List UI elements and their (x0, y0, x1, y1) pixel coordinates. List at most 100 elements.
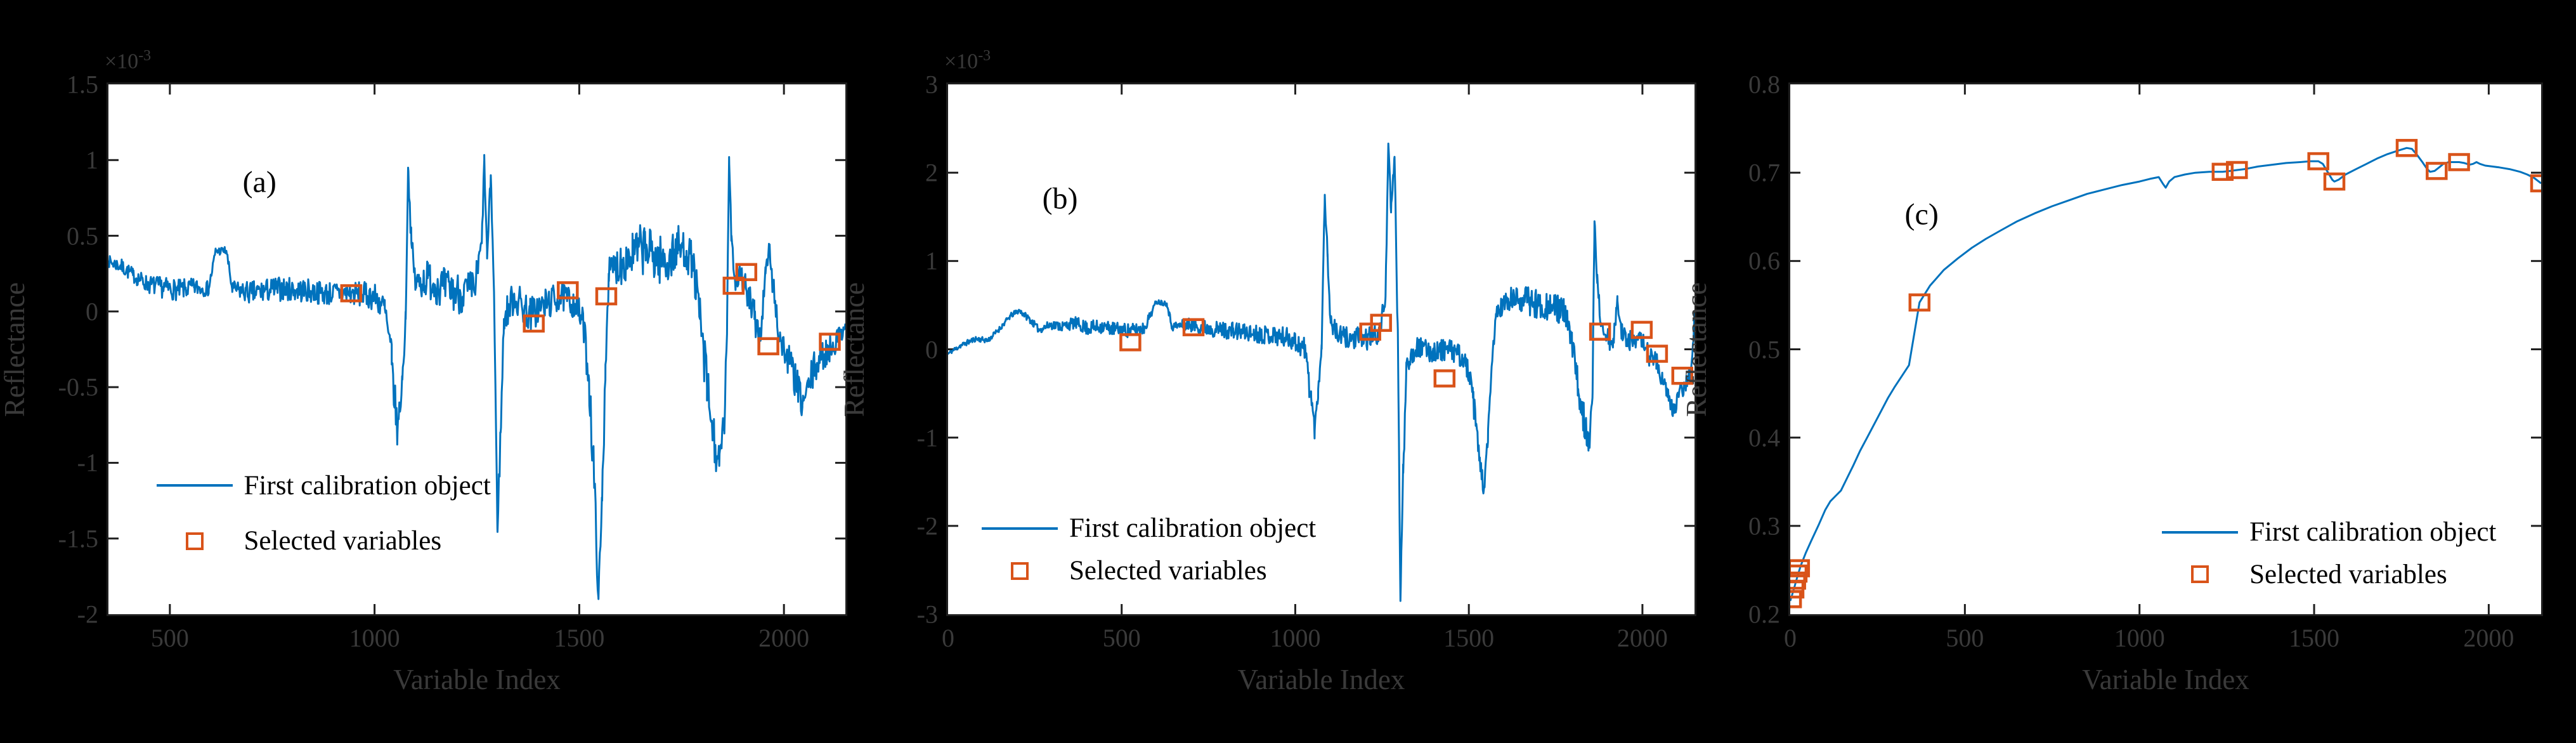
y-tick-label: 0.5 (67, 221, 98, 251)
x-tick-label: 1500 (1443, 624, 1495, 652)
selected-variable-marker (757, 337, 779, 355)
y-tick-label: 3 (925, 70, 938, 99)
square-marker-icon (1010, 562, 1029, 580)
y-tick-label: -2 (916, 511, 938, 541)
y-tick-label: 0 (86, 297, 98, 326)
legend-entry-marker: Selected variables (2162, 558, 2447, 591)
subplot-a-plot-area: ×10-3 Reflectance Variable Index (a) Fir… (0, 48, 847, 695)
x-tick-label: 500 (150, 624, 189, 652)
y-tick-label: -1 (77, 448, 98, 477)
x-axis-label: Variable Index (2082, 664, 2249, 695)
chart-svg-c (1790, 84, 2541, 614)
selected-variable-marker (2323, 172, 2346, 191)
selected-variable-marker (722, 277, 745, 295)
series-line-first-calibration-object (108, 154, 845, 600)
selected-variable-marker (1182, 318, 1205, 336)
selected-variable-marker (2307, 152, 2329, 171)
x-tick-label: 1500 (554, 624, 605, 652)
legend-entry-marker: Selected variables (157, 525, 442, 558)
selected-variable-marker (2448, 153, 2470, 171)
selected-variable-marker (1790, 559, 1811, 577)
x-axis-label: Variable Index (1237, 664, 1405, 695)
square-marker-icon (185, 532, 204, 550)
selected-variable-marker (735, 263, 758, 282)
selected-variable-marker (1589, 322, 1611, 341)
x-tick-label: 0 (1784, 624, 1797, 652)
legend-marker-swatch (982, 562, 1058, 580)
chart-svg-b (948, 84, 1695, 614)
x-tick-label: 1000 (2114, 624, 2165, 652)
selected-variable-marker (1119, 333, 1142, 352)
selected-variable-marker (523, 314, 545, 333)
panel-annotation: (b) (1042, 181, 1078, 216)
selected-variable-marker (557, 281, 579, 299)
selected-variable-marker (1790, 564, 1808, 583)
selected-variable-marker (2426, 162, 2448, 180)
x-axis-label: Variable Index (393, 664, 561, 695)
line-swatch-icon (981, 527, 1058, 530)
subplot-c-plot-area: Reflectance Variable Index (c) First cal… (1681, 70, 2543, 695)
y-tick-label: 0.5 (1748, 335, 1780, 364)
selected-variable-marker (1790, 590, 1802, 608)
selected-variable-marker (1370, 313, 1392, 332)
y-tick-label: 1 (86, 145, 98, 174)
legend-entry-marker: Selected variables (982, 555, 1267, 588)
series-line-first-calibration-object (948, 142, 1695, 602)
selected-variable-marker (1630, 320, 1653, 339)
y-tick-label: 0.6 (1748, 246, 1780, 275)
y-tick-label: -1 (916, 423, 938, 452)
y-tick-label: 1.5 (67, 70, 98, 99)
selected-variable-marker (2211, 162, 2234, 181)
y-tick-label: -3 (916, 600, 938, 629)
x-tick-label: 1000 (349, 624, 400, 652)
y-tick-label: 0.2 (1748, 600, 1780, 629)
x-tick-label: 500 (1102, 624, 1141, 652)
square-marker-icon (2191, 565, 2209, 584)
legend-label: Selected variables (2249, 559, 2447, 589)
y-tick-label: 2 (925, 158, 938, 187)
y-tick-label: 0.7 (1748, 158, 1780, 187)
legend-label: Selected variables (1069, 556, 1267, 586)
y-tick-label: 0.8 (1748, 70, 1780, 99)
line-swatch-icon (156, 484, 233, 487)
selected-variable-marker (1671, 366, 1694, 385)
selected-variable-marker (340, 284, 363, 303)
selected-variable-marker (2226, 161, 2248, 180)
y-axis-exponent-label: ×10-3 (944, 48, 991, 74)
y-tick-label: 0.3 (1748, 511, 1780, 541)
selected-variable-marker (819, 332, 841, 351)
selected-variable-marker (1646, 345, 1669, 363)
panel-annotation: (a) (242, 165, 276, 199)
y-tick-label: -2 (77, 600, 98, 629)
legend-marker-swatch (157, 532, 233, 550)
selected-variable-marker (595, 287, 618, 306)
selected-variable-marker (2530, 174, 2541, 193)
chart-svg-a (108, 84, 845, 614)
selected-variable-marker (1908, 293, 1931, 312)
line-swatch-icon (2162, 530, 2239, 534)
y-tick-label: 1 (925, 246, 938, 275)
legend-line-swatch (156, 484, 233, 487)
legend-label: Selected variables (244, 526, 442, 556)
legend-label: First calibration object (244, 470, 491, 501)
legend-entry-line: First calibration object (2162, 516, 2496, 549)
x-tick-label: 1500 (2289, 624, 2340, 652)
y-tick-label: -1.5 (58, 524, 98, 553)
legend-label: First calibration object (1069, 513, 1317, 544)
x-tick-label: 500 (1946, 624, 1984, 652)
x-tick-label: 2000 (1617, 624, 1668, 652)
y-tick-label: 0.4 (1748, 423, 1780, 452)
legend-line-swatch (981, 527, 1058, 530)
selected-variable-marker (2395, 138, 2418, 157)
legend-entry-line: First calibration object (156, 469, 491, 502)
legend-label: First calibration object (2249, 517, 2497, 548)
legend-entry-line: First calibration object (981, 512, 1317, 545)
legend-marker-swatch (2162, 565, 2238, 584)
x-tick-label: 1000 (1270, 624, 1321, 652)
y-tick-label: -0.5 (58, 372, 98, 402)
panel-annotation: (c) (1904, 197, 1939, 232)
selected-variable-marker (1433, 369, 1456, 388)
y-tick-label: 0 (925, 335, 938, 364)
x-tick-label: 2000 (758, 624, 810, 652)
